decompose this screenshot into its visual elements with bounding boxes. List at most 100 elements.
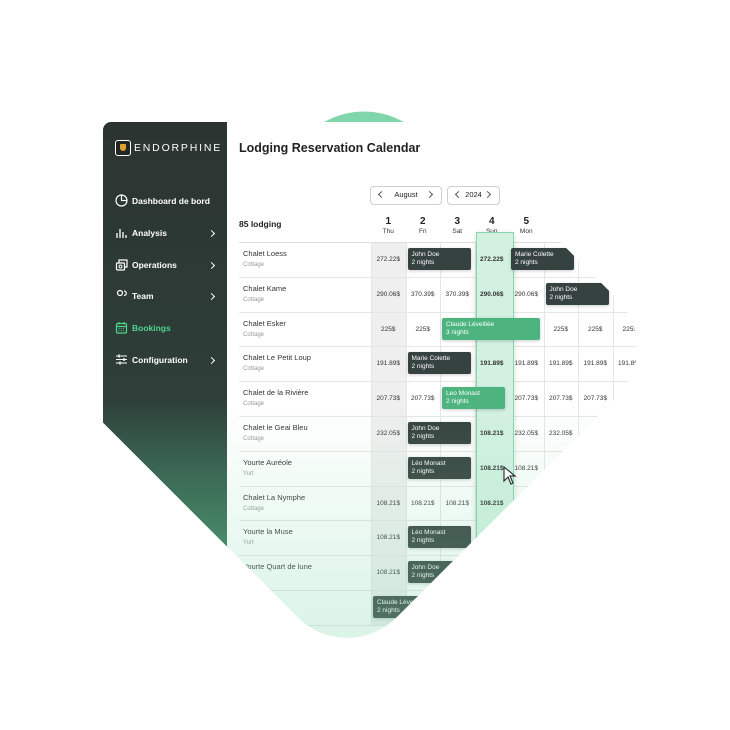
price: 108.21$ xyxy=(376,569,400,577)
booking-nights: 2 nights xyxy=(411,259,435,266)
lodging-name: Chalet Le Petit Loup xyxy=(243,353,311,363)
price: 108.21$ xyxy=(549,464,573,472)
price: 191.89$ xyxy=(514,360,538,368)
nav-item[interactable]: Bookings xyxy=(132,323,171,334)
lodging-name: Chalet de la Rivière xyxy=(243,388,309,398)
booking[interactable] xyxy=(442,387,505,409)
price: 290.06$ xyxy=(480,290,504,298)
lodging-name: Chalet Kame xyxy=(243,283,287,293)
price: 290.06$ xyxy=(376,290,400,298)
price: 108.21$ xyxy=(376,534,400,542)
booking-guest: Marie Colette xyxy=(411,355,451,363)
price: 108.21$ xyxy=(583,499,607,507)
nav-chevron xyxy=(208,230,215,237)
logo-mark xyxy=(120,144,126,151)
column-line xyxy=(647,242,648,625)
booking-nights: 2 nights xyxy=(411,433,435,440)
price: 108.21$ xyxy=(514,534,538,542)
price: 370.39$ xyxy=(411,290,435,298)
price: 370.39$ xyxy=(445,290,469,298)
price: 108.21$ xyxy=(514,499,538,507)
day-number: 2 xyxy=(419,216,426,227)
row-line xyxy=(239,590,730,591)
booking-guest: Marie Colette xyxy=(515,251,554,258)
column-line xyxy=(406,242,407,625)
day-name: Sat xyxy=(452,228,463,235)
nav-item[interactable]: Analysis xyxy=(132,227,167,238)
price: 207.73$ xyxy=(514,395,538,403)
nav-chevron xyxy=(208,357,215,364)
day-name: Mon xyxy=(519,228,533,235)
price: 108.21$ xyxy=(480,534,504,542)
price: 225$ xyxy=(588,325,603,333)
year-picker[interactable] xyxy=(447,186,500,205)
lodging-type: Cottage xyxy=(243,262,265,268)
price: 191.89$ xyxy=(376,360,400,368)
day-name: Fri xyxy=(418,228,427,235)
booking-guest: Claude Léveillée xyxy=(446,320,495,328)
lodging-type: Yurt xyxy=(243,470,254,477)
price: 207.73$ xyxy=(376,395,400,403)
day-name: Thu xyxy=(382,228,394,235)
booking-guest: John Doe xyxy=(549,285,578,293)
brand: ENDORPHINE xyxy=(134,142,223,154)
picker-label: August xyxy=(394,190,418,199)
booking[interactable] xyxy=(408,248,471,270)
price: 207.73$ xyxy=(549,395,573,403)
nav-icon xyxy=(115,321,128,334)
price: 232.05$ xyxy=(549,430,573,437)
booking[interactable] xyxy=(511,248,574,270)
nav-icon xyxy=(115,194,128,207)
booking[interactable] xyxy=(408,526,471,548)
nav-item[interactable]: Team xyxy=(132,291,154,302)
price: 191.89$ xyxy=(549,360,573,368)
price: 108.21$ xyxy=(411,499,435,507)
price: 225$ xyxy=(553,325,568,333)
booking-guest: John Doe xyxy=(411,564,440,572)
column-line xyxy=(613,242,614,625)
lodging-type: Cottage xyxy=(243,436,265,442)
booking[interactable] xyxy=(408,457,471,479)
nav-icon xyxy=(115,353,128,366)
price: 191.89$ xyxy=(618,360,642,368)
price: 232.05$ xyxy=(514,430,538,437)
lodging-type: Cottage xyxy=(243,366,265,373)
lodging-name: Yourte Auréole xyxy=(243,457,292,467)
booking-nights: 2 nights xyxy=(411,572,435,580)
lodging-type: Cottage xyxy=(243,401,265,408)
month-picker[interactable] xyxy=(370,186,442,205)
nav-icon xyxy=(115,226,128,239)
price: 225$ xyxy=(415,325,430,333)
price: 232.05$ xyxy=(583,430,607,437)
nav-chevron xyxy=(208,262,215,269)
booking-nights: 2 nights xyxy=(377,607,400,614)
price: 108.21$ xyxy=(480,499,504,507)
booking[interactable] xyxy=(546,283,609,305)
nav-item[interactable]: Operations xyxy=(132,259,177,270)
row-line xyxy=(239,625,730,626)
column-line xyxy=(371,242,372,625)
lodging-name: Chalet Loess xyxy=(243,249,287,258)
price: 232.05$ xyxy=(376,430,400,437)
price: 108.21$ xyxy=(445,499,469,507)
booking-nights: 2 nights xyxy=(515,259,538,266)
column-line xyxy=(578,242,579,625)
nav-item[interactable]: Configuration xyxy=(132,355,188,365)
price: 108.21$ xyxy=(480,464,504,472)
price: 290.06$ xyxy=(514,290,538,298)
booking-nights: 2 nights xyxy=(411,363,435,371)
booking[interactable] xyxy=(408,352,471,374)
nav-icon xyxy=(115,289,128,302)
nav-item[interactable]: Dashboard de bord xyxy=(132,196,210,206)
nav-chevron xyxy=(208,293,215,300)
lodging-name: Chalet le Geai Bleu xyxy=(243,423,308,432)
lodging-name: Chalet Esker xyxy=(243,318,286,328)
price: 108.21$ xyxy=(514,464,538,472)
booking[interactable] xyxy=(442,318,540,340)
booking[interactable] xyxy=(408,422,471,444)
lodging-name: Yourte la Muse xyxy=(243,527,293,537)
day-name: Sun xyxy=(475,228,510,235)
row-line xyxy=(239,555,730,556)
